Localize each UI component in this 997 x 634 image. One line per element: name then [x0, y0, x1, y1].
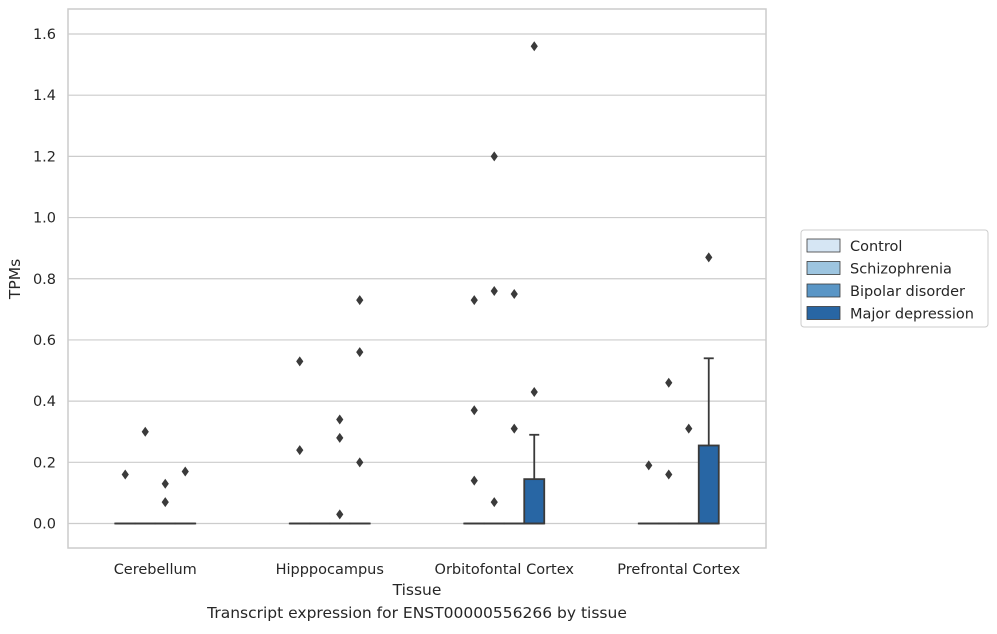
legend-swatch — [806, 261, 841, 275]
x-tick-label: Prefrontal Cortex — [617, 562, 740, 578]
outlier-point — [121, 469, 129, 480]
outlier-point — [161, 478, 169, 489]
outlier-point — [336, 432, 344, 443]
outlier-point — [356, 457, 364, 468]
x-tick-label: Cerebellum — [114, 562, 197, 578]
y-tick-label: 1.4 — [33, 88, 56, 104]
outlier-point — [356, 347, 364, 358]
y-tick-label: 0.4 — [33, 394, 56, 410]
outlier-point — [530, 386, 538, 397]
legend-box — [800, 229, 989, 328]
outlier-point — [510, 423, 518, 434]
outlier-point — [336, 509, 344, 520]
box-major-depression — [697, 357, 720, 525]
y-axis-label: TPMs — [6, 259, 24, 300]
legend-swatch — [806, 283, 841, 298]
legend-label: Bipolar disorder — [850, 284, 965, 300]
y-tick-label: 0.0 — [33, 517, 56, 533]
box-body — [697, 444, 720, 525]
y-tick-label: 0.2 — [33, 455, 56, 471]
y-axis-ticks: 0.0 0.2 0.4 0.6 0.8 1.0 1.2 1.4 1.6 — [33, 27, 56, 533]
outlier-point — [161, 497, 169, 508]
y-tick-label: 0.8 — [33, 272, 56, 288]
legend-item-control: Control — [806, 238, 902, 255]
outlier-point — [296, 356, 304, 367]
outlier-point — [510, 289, 518, 300]
x-tick-label: Orbitofontal Cortex — [435, 562, 575, 578]
outlier-points — [121, 41, 713, 520]
outlier-point — [336, 414, 344, 425]
outlier-point — [490, 151, 498, 162]
box-major-depression — [523, 433, 546, 525]
legend-item-schizophrenia: Schizophrenia — [806, 261, 952, 278]
y-tick-label: 0.6 — [33, 333, 56, 349]
outlier-point — [470, 475, 478, 486]
outlier-point — [470, 405, 478, 416]
outlier-point — [685, 423, 693, 434]
gridlines — [68, 33, 766, 525]
x-tick-label: Hipppocampus — [276, 562, 384, 578]
figure-caption: Transcript expression for ENST0000055626… — [207, 604, 627, 622]
outlier-point — [296, 445, 304, 456]
legend-item-major-depression: Major depression — [806, 306, 974, 323]
y-tick-label: 1.6 — [33, 27, 56, 43]
outlier-point — [141, 426, 149, 437]
outlier-point — [490, 285, 498, 296]
legend-label: Schizophrenia — [850, 262, 952, 278]
boxes — [114, 357, 720, 525]
x-axis-ticks: Cerebellum Hipppocampus Orbitofontal Corte… — [114, 562, 741, 578]
outlier-point — [530, 41, 538, 52]
outlier-point — [470, 295, 478, 306]
legend-swatch — [806, 306, 841, 320]
legend-label: Control — [850, 239, 902, 255]
outlier-point — [665, 377, 673, 388]
outlier-point — [181, 466, 189, 477]
y-tick-label: 1.2 — [33, 149, 56, 165]
outlier-point — [356, 295, 364, 306]
outlier-point — [645, 460, 653, 471]
plot-frame — [67, 8, 767, 549]
legend-swatch — [806, 238, 841, 253]
x-axis-label: Tissue — [392, 581, 442, 599]
outlier-point — [665, 469, 673, 480]
outlier-point — [705, 252, 713, 263]
outlier-point — [490, 497, 498, 508]
legend-label: Major depression — [850, 307, 974, 323]
legend-item-bipolar-disorder: Bipolar disorder — [806, 283, 965, 300]
box-body — [523, 478, 546, 525]
y-tick-label: 1.0 — [33, 211, 56, 227]
legend: Control Schizophrenia Bipolar disorder Majo… — [800, 229, 989, 328]
